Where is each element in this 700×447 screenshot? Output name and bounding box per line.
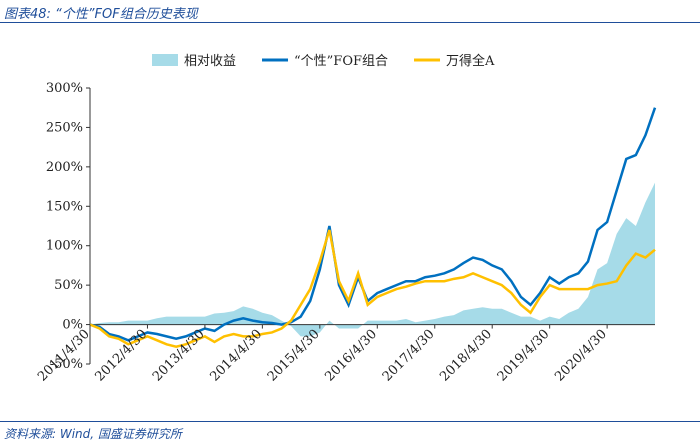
y-tick-label: 250%: [46, 120, 83, 135]
x-tick-label: 2011/4/30: [35, 327, 93, 385]
figure-title: 图表48: “个性”FOF组合历史表现: [4, 7, 198, 22]
header-rule: [0, 22, 700, 23]
source-note: 资料来源: Wind, 国盛证券研究所: [4, 427, 182, 441]
legend-label: 万得全A: [446, 53, 495, 69]
chart: -50%0%50%100%150%200%250%300%2011/4/30 20…: [35, 53, 657, 385]
line: [89, 229, 656, 348]
line: [89, 107, 657, 342]
y-tick-label: 50%: [54, 278, 83, 293]
x-tick-label: 2020/4/30: [552, 327, 610, 385]
footer-rule: [0, 421, 700, 422]
y-tick-label: 150%: [46, 199, 83, 214]
y-tick-label: -50%: [50, 357, 83, 372]
y-tick-label: 200%: [46, 160, 83, 175]
area: [90, 182, 655, 337]
x-tick-label: 2017/4/30: [380, 327, 438, 385]
legend-label: “个性”FOF组合: [294, 54, 388, 69]
y-tick-label: 100%: [46, 239, 83, 254]
y-tick-label: 0%: [62, 318, 83, 333]
legend-label: 相对收益: [184, 54, 236, 69]
legend-swatch: [152, 54, 178, 66]
x-tick-label: 2018/4/30: [437, 327, 495, 385]
y-tick-label: 300%: [46, 81, 83, 96]
x-tick-label: 2015/4/30: [265, 327, 323, 385]
x-tick-label: 2019/4/30: [495, 327, 553, 385]
x-tick-label: 2016/4/30: [322, 327, 380, 385]
x-tick-label: 2012/4/30: [93, 327, 151, 385]
